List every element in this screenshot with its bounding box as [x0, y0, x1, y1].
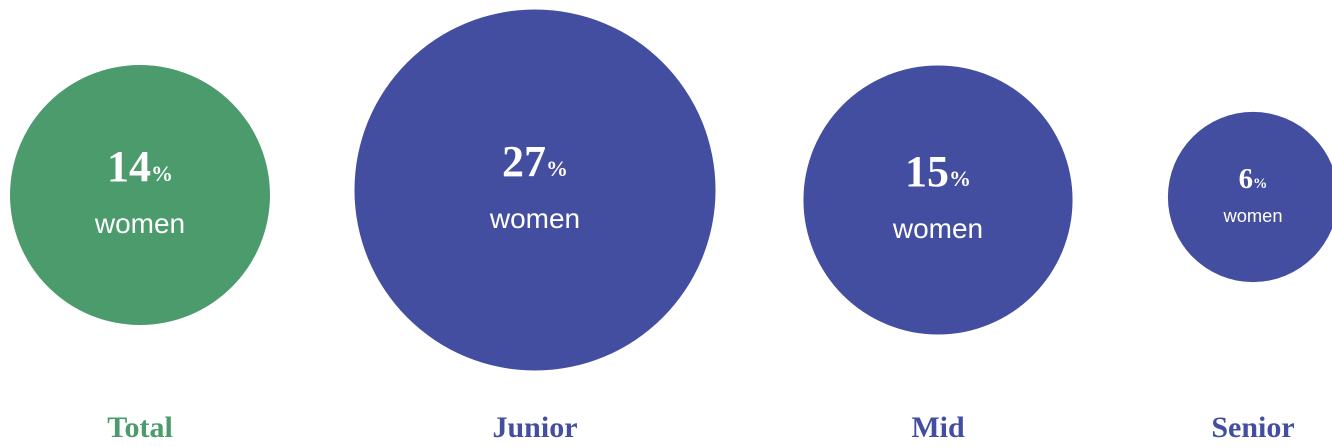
category-label: Senior [1211, 411, 1294, 444]
sublabel: women [892, 213, 983, 244]
value-unit: % [151, 161, 173, 186]
bubble [1167, 111, 1332, 283]
value-unit: % [1253, 176, 1267, 192]
value-number: 6 [1239, 163, 1253, 195]
bubble [803, 65, 1073, 335]
bubble [10, 65, 270, 325]
sublabel: women [94, 208, 185, 239]
value-number: 15 [905, 147, 949, 196]
category-label: Total [107, 411, 173, 444]
value-number: 14 [107, 142, 151, 191]
sublabel: women [489, 203, 580, 234]
category-label: Mid [911, 411, 965, 444]
value-unit: % [949, 166, 971, 191]
bubble [354, 9, 716, 371]
value-unit: % [546, 156, 568, 181]
value-label: 27% [502, 137, 568, 186]
category-label: Junior [492, 411, 577, 444]
sublabel: women [1222, 205, 1282, 226]
value-label: 14% [107, 142, 173, 191]
value-number: 27 [502, 137, 546, 186]
value-label: 15% [905, 147, 971, 196]
value-label: 6% [1239, 163, 1268, 195]
